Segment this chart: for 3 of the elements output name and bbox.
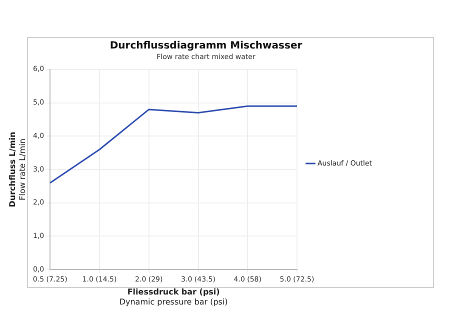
y-axis-title: Durchfluss L/min Flow rate L/min: [8, 131, 28, 208]
x-axis-title: Fliessdruck bar (psi) Dynamic pressure bar (psi): [119, 288, 228, 307]
chart-title: Durchflussdiagramm Mischwasser: [110, 40, 302, 52]
